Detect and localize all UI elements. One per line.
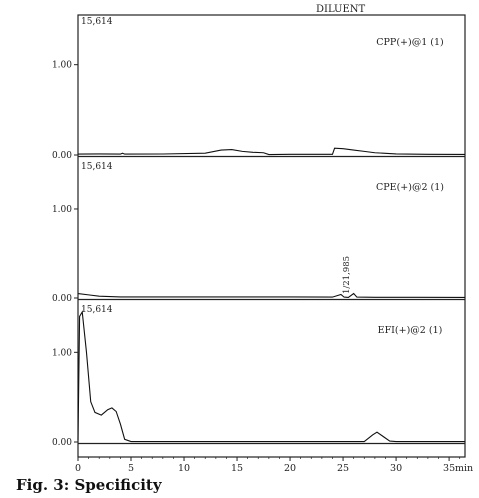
y-tick-label: 1.00 (52, 61, 72, 71)
peak-label: 1/21,985 (342, 256, 352, 294)
plot-frame (77, 14, 466, 458)
panel-scale-label: 15,614 (81, 17, 113, 27)
x-tick-label: 20 (284, 463, 296, 474)
y-tick-label: 0.00 (52, 438, 72, 448)
chromatogram-trace (77, 310, 465, 443)
x-tick-label: 25 (337, 463, 349, 474)
x-tick-label: 30 (390, 463, 402, 474)
x-unit-label: min (455, 463, 473, 474)
x-tick-label: 0 (75, 463, 81, 474)
y-tick-label: 1.00 (52, 348, 72, 358)
trace-layer (77, 147, 466, 443)
series-label: CPP(+)@1 (1) (376, 37, 443, 48)
y-tick-label: 1.00 (52, 205, 72, 215)
series-label: EFI(+)@2 (1) (378, 325, 443, 336)
label-layer: 1.00 0.00 15,614 CPP(+)@1 (1) 1.00 0.00 15,614… (52, 17, 473, 474)
chart-frame (77, 14, 466, 458)
chromatogram-trace (77, 147, 466, 156)
top-label: DILUENT (316, 4, 366, 15)
x-tick-label: 10 (178, 463, 190, 474)
panel-grid (74, 64, 465, 461)
x-tick-label: 15 (231, 463, 243, 474)
x-tick-label: 35 (443, 463, 455, 474)
panel-scale-label: 15,614 (81, 162, 113, 172)
y-tick-label: 0.00 (52, 294, 72, 304)
y-tick-label: 0.00 (52, 151, 72, 161)
panel-scale-label: 15,614 (81, 305, 113, 315)
series-label: CPE(+)@2 (1) (376, 182, 444, 193)
figure-caption: Fig. 3: Specificity (16, 476, 162, 494)
chromatogram-trace (77, 292, 466, 299)
x-tick-label: 5 (128, 463, 134, 474)
